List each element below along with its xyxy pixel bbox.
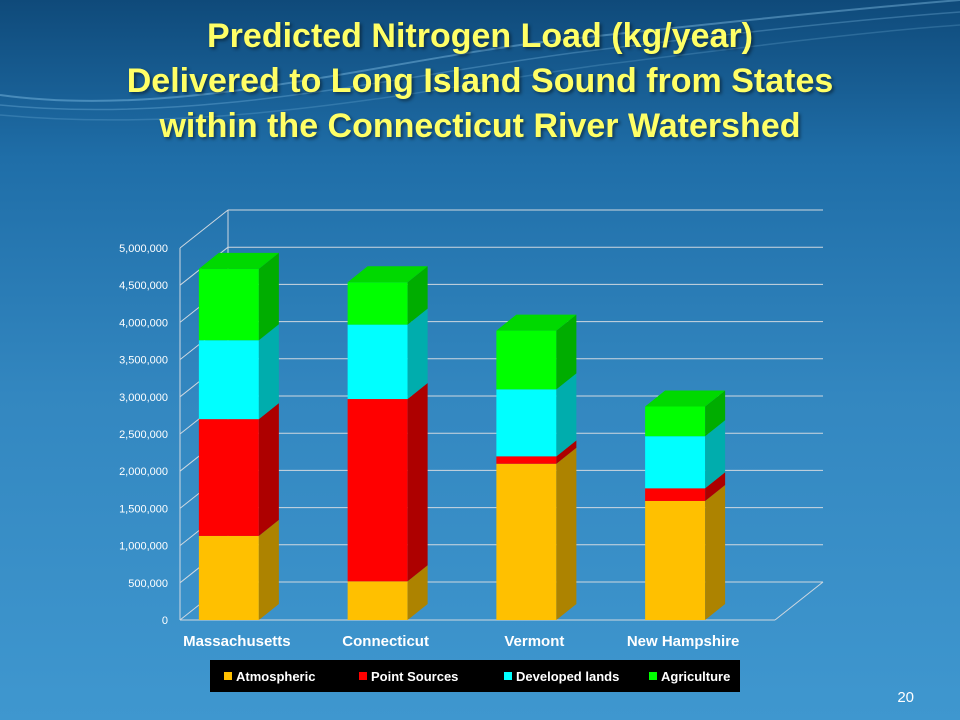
x-category-label: Connecticut xyxy=(342,633,429,650)
bar-segment-side xyxy=(258,403,279,536)
bar-top-face xyxy=(496,314,577,331)
y-tick-label: 1,500,000 xyxy=(119,503,168,515)
bar-segment-front xyxy=(198,535,259,620)
legend-label: Atmospheric xyxy=(236,669,315,684)
bar-top-face xyxy=(347,266,428,283)
bar-segment-side xyxy=(407,565,428,620)
y-tick-label: 500,000 xyxy=(128,578,168,590)
title-line-2: Delivered to Long Island Sound from Stat… xyxy=(126,62,834,100)
y-tick-label: 4,000,000 xyxy=(119,317,168,329)
y-tick-label: 3,500,000 xyxy=(119,355,168,367)
bar-segment-side xyxy=(556,447,577,620)
bar-segment-front xyxy=(198,340,259,420)
bar-segment-side xyxy=(705,472,726,501)
y-tick-label: 2,000,000 xyxy=(119,466,168,478)
legend-swatch xyxy=(504,672,512,680)
bar-segment-front xyxy=(496,463,557,620)
bar-segment-side xyxy=(258,324,279,420)
bar-segment-front xyxy=(198,268,259,341)
bar-segment-side xyxy=(705,390,726,437)
bar-segment-front xyxy=(347,282,408,325)
y-tick-label: 1,000,000 xyxy=(119,541,168,553)
floor-right-edge xyxy=(774,581,824,621)
legend-swatch xyxy=(649,672,657,680)
y-tick-label: 5,000,000 xyxy=(119,243,168,255)
bar-segment-side xyxy=(407,308,428,400)
bar-segment-side xyxy=(258,252,279,341)
y-tick-label: 2,500,000 xyxy=(119,429,168,441)
x-category-label: New Hampshire xyxy=(627,633,740,650)
bar-segment-side xyxy=(705,420,726,489)
bar-segment-front xyxy=(347,324,408,400)
title-line-3: within the Connecticut River Watershed xyxy=(159,107,801,145)
slide-title: Predicted Nitrogen Load (kg/year) Delive… xyxy=(20,14,940,149)
legend-swatch xyxy=(359,672,367,680)
bar-segment-side xyxy=(407,266,428,325)
bar-segment-front xyxy=(645,488,706,501)
bar-segment-front xyxy=(645,500,706,620)
y-tick-label: 4,500,000 xyxy=(119,280,168,292)
legend-label: Point Sources xyxy=(371,669,458,684)
bar-segment-front xyxy=(198,419,259,536)
bar-top-face xyxy=(198,252,279,269)
bar-segment-front xyxy=(645,436,706,489)
x-category-label: Massachusetts xyxy=(183,633,291,650)
bar-segment-front xyxy=(645,406,706,437)
legend-label: Agriculture xyxy=(661,669,730,684)
bar-segment-front xyxy=(347,581,408,620)
y-tick-label: 0 xyxy=(162,615,168,627)
bar-segment-front xyxy=(496,330,557,390)
page-number: 20 xyxy=(897,689,914,706)
title-line-1: Predicted Nitrogen Load (kg/year) xyxy=(207,17,753,55)
bar-segment-front xyxy=(347,399,408,582)
bar-segment-side xyxy=(407,383,428,582)
bar-segment-side xyxy=(556,314,577,390)
bar-segment-front xyxy=(496,456,557,464)
bar-segment-side xyxy=(556,440,577,464)
y-tick-label: 3,000,000 xyxy=(119,392,168,404)
legend-label: Developed lands xyxy=(516,669,619,684)
bar-top-face xyxy=(645,390,726,407)
side-gridline xyxy=(179,209,229,249)
bar-segment-side xyxy=(258,519,279,620)
bar-segment-front xyxy=(496,389,557,457)
x-category-label: Vermont xyxy=(504,633,564,650)
bar-segment-side xyxy=(705,484,726,620)
bar-segment-side xyxy=(556,373,577,457)
legend-swatch xyxy=(224,672,232,680)
